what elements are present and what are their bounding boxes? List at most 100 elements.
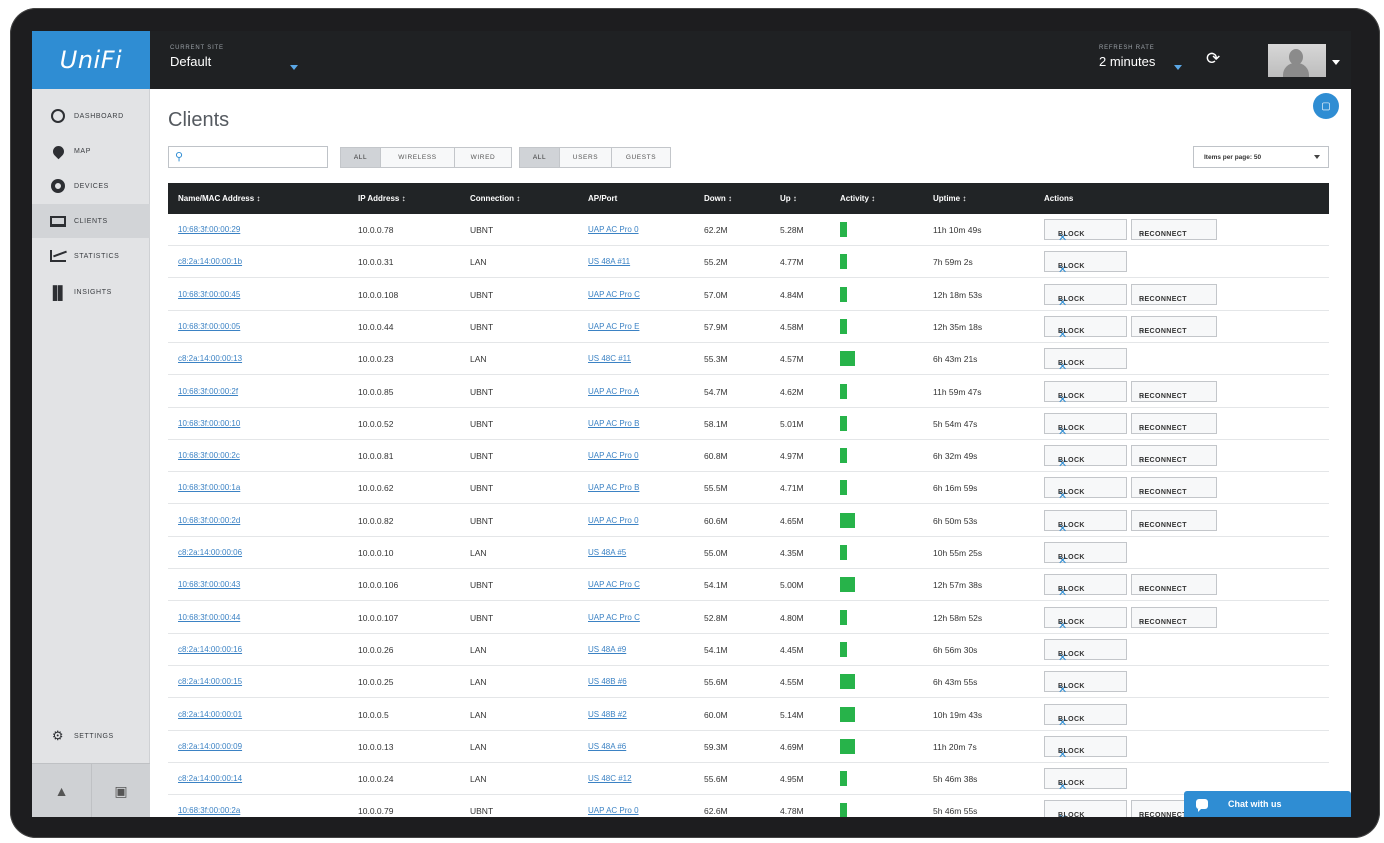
client-mac-link[interactable]: 10:68:3f:00:00:29 — [178, 225, 241, 234]
items-per-page-select[interactable]: Items per page: 50 — [1193, 146, 1329, 168]
client-ap-link[interactable]: UAP AC Pro 0 — [588, 225, 639, 234]
block-button[interactable]: ✕BLOCK — [1044, 768, 1127, 793]
user-menu-caret-icon[interactable] — [1332, 60, 1340, 65]
reconnect-button[interactable]: ⇄ RECONNECT — [1131, 445, 1217, 467]
client-ap-link[interactable]: US 48A #11 — [588, 257, 631, 267]
client-ap-link[interactable]: US 48C #12 — [588, 774, 632, 784]
events-icon[interactable]: ▣ — [91, 764, 150, 817]
col-activity[interactable]: Activity ↕ — [840, 194, 876, 203]
filter-all-users[interactable]: ALL — [520, 148, 560, 167]
block-button[interactable]: ✕BLOCK — [1044, 735, 1127, 761]
refresh-icon[interactable]: ⟳ — [1206, 49, 1221, 68]
reconnect-button[interactable]: ⇄ RECONNECT — [1131, 283, 1217, 305]
refresh-rate-selector[interactable]: REFRESH RATE 2 minutes — [1099, 45, 1155, 69]
client-ap-link[interactable]: UAP AC Pro B — [588, 483, 640, 493]
sidebar-item-dashboard[interactable]: DASHBOARD — [32, 99, 150, 133]
filter-wired[interactable]: WIRED — [455, 148, 511, 167]
block-button[interactable]: ✕BLOCK — [1044, 703, 1127, 729]
filter-guests[interactable]: GUESTS — [612, 148, 670, 167]
col-name-mac[interactable]: Name/MAC Address ↕ — [178, 194, 261, 203]
client-mac-link[interactable]: c8:2a:14:00:00:01 — [178, 709, 243, 719]
col-up[interactable]: Up ↕ — [780, 194, 797, 203]
client-mac-link[interactable]: c8:2a:14:00:00:09 — [178, 741, 243, 751]
client-mac-link[interactable]: 10:68:3f:00:00:1a — [178, 483, 241, 493]
block-button[interactable]: ✕BLOCK — [1044, 412, 1127, 438]
client-mac-link[interactable]: c8:2a:14:00:00:06 — [178, 548, 243, 557]
client-ap-link[interactable]: US 48A #6 — [588, 741, 627, 751]
user-avatar[interactable] — [1268, 44, 1326, 77]
chat-button[interactable]: Chat with us — [1184, 791, 1351, 817]
refresh-value[interactable]: 2 minutes — [1099, 54, 1156, 69]
col-connection[interactable]: Connection ↕ — [470, 194, 521, 203]
block-button[interactable]: ✕BLOCK — [1044, 315, 1127, 341]
panel-toggle-icon[interactable]: ▢ — [1313, 93, 1339, 119]
site-selector[interactable]: CURRENT SITE Default — [170, 45, 224, 69]
unifi-logo[interactable]: UniFi — [32, 31, 150, 89]
client-mac-link[interactable]: c8:2a:14:00:00:13 — [178, 354, 243, 364]
client-ap-link[interactable]: US 48B #2 — [588, 709, 627, 719]
client-mac-link[interactable]: 10:68:3f:00:00:2f — [178, 386, 239, 396]
client-ap-link[interactable]: UAP AC Pro 0 — [588, 806, 639, 816]
client-mac-link[interactable]: 10:68:3f:00:00:2a — [178, 806, 241, 816]
filter-all-connections[interactable]: ALL — [341, 148, 381, 167]
client-ap-link[interactable]: UAP AC Pro 0 — [588, 451, 639, 461]
site-value[interactable]: Default — [170, 54, 212, 69]
sidebar-item-devices[interactable]: DEVICES — [32, 169, 150, 203]
reconnect-button[interactable]: ⇄ RECONNECT — [1131, 509, 1217, 531]
client-ap-link[interactable]: UAP AC Pro B — [588, 418, 640, 428]
client-ap-link[interactable]: UAP AC Pro 0 — [588, 515, 639, 525]
block-button[interactable]: ✕BLOCK — [1044, 800, 1127, 817]
block-button[interactable]: ✕BLOCK — [1044, 638, 1127, 664]
client-mac-link[interactable]: 10:68:3f:00:00:43 — [178, 580, 241, 590]
alerts-icon[interactable]: ▲ — [54, 783, 69, 799]
reconnect-button[interactable]: ⇄ RECONNECT — [1131, 380, 1217, 402]
client-mac-link[interactable]: c8:2a:14:00:00:15 — [178, 677, 243, 687]
client-ap-link[interactable]: UAP AC Pro A — [588, 386, 639, 396]
col-down[interactable]: Down ↕ — [704, 194, 732, 203]
block-button[interactable]: ✕BLOCK — [1044, 606, 1127, 632]
reconnect-button[interactable]: ⇄ RECONNECT — [1131, 412, 1217, 434]
client-mac-link[interactable]: c8:2a:14:00:00:1b — [178, 257, 243, 267]
col-uptime[interactable]: Uptime ↕ — [933, 194, 967, 203]
block-button[interactable]: ✕BLOCK — [1044, 509, 1127, 535]
refresh-dropdown-caret-icon[interactable] — [1174, 65, 1182, 70]
sidebar-item-map[interactable]: MAP — [32, 134, 150, 168]
client-ap-link[interactable]: US 48A #9 — [588, 644, 627, 654]
block-button[interactable]: ✕BLOCK — [1044, 477, 1127, 502]
site-dropdown-caret-icon[interactable] — [290, 65, 298, 70]
sidebar-item-clients[interactable]: CLIENTS — [32, 204, 150, 238]
client-mac-link[interactable]: 10:68:3f:00:00:10 — [178, 418, 241, 428]
block-button[interactable]: ✕BLOCK — [1044, 380, 1127, 406]
client-mac-link[interactable]: 10:68:3f:00:00:05 — [178, 321, 241, 331]
reconnect-button[interactable]: ⇄ RECONNECT — [1131, 315, 1217, 337]
block-button[interactable]: ✕BLOCK — [1044, 574, 1127, 599]
client-mac-link[interactable]: c8:2a:14:00:00:16 — [178, 644, 243, 654]
block-button[interactable]: ✕BLOCK — [1044, 251, 1127, 276]
block-button[interactable]: ✕BLOCK — [1044, 219, 1127, 244]
client-ap-link[interactable]: UAP AC Pro C — [588, 289, 640, 299]
sidebar-item-insights[interactable]: ▐▌ INSIGHTS — [32, 275, 150, 309]
reconnect-button[interactable]: ⇄ RECONNECT — [1131, 477, 1217, 499]
client-ap-link[interactable]: UAP AC Pro C — [588, 580, 640, 590]
sidebar-item-settings[interactable]: ⚙ SETTINGS — [32, 719, 150, 753]
client-ap-link[interactable]: US 48B #6 — [588, 677, 627, 687]
client-ap-link[interactable]: UAP AC Pro C — [588, 612, 640, 622]
filter-wireless[interactable]: WIRELESS — [381, 148, 455, 167]
client-mac-link[interactable]: 10:68:3f:00:00:2c — [178, 451, 240, 461]
client-ap-link[interactable]: UAP AC Pro E — [588, 321, 640, 331]
reconnect-button[interactable]: ⇄ RECONNECT — [1131, 574, 1217, 596]
client-ap-link[interactable]: US 48C #11 — [588, 354, 631, 364]
reconnect-button[interactable]: ⇄ RECONNECT — [1131, 219, 1217, 240]
block-button[interactable]: ✕BLOCK — [1044, 445, 1127, 470]
client-mac-link[interactable]: c8:2a:14:00:00:14 — [178, 774, 243, 784]
block-button[interactable]: ✕BLOCK — [1044, 542, 1127, 567]
client-mac-link[interactable]: 10:68:3f:00:00:44 — [178, 612, 241, 622]
client-mac-link[interactable]: 10:68:3f:00:00:45 — [178, 289, 241, 299]
col-ip[interactable]: IP Address ↕ — [358, 194, 406, 203]
block-button[interactable]: ✕BLOCK — [1044, 348, 1127, 373]
search-input[interactable]: ⚲ — [168, 146, 328, 168]
reconnect-button[interactable]: ⇄ RECONNECT — [1131, 606, 1217, 628]
block-button[interactable]: ✕BLOCK — [1044, 671, 1127, 696]
client-mac-link[interactable]: 10:68:3f:00:00:2d — [178, 515, 241, 525]
block-button[interactable]: ✕BLOCK — [1044, 283, 1127, 309]
